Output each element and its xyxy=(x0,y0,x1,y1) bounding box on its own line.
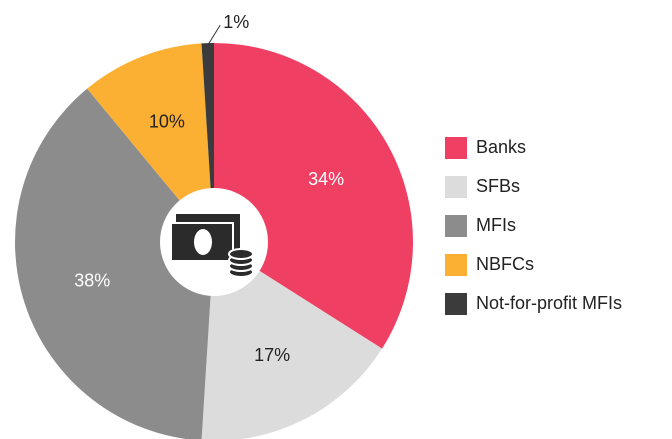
data-label: 38% xyxy=(74,270,110,290)
legend-label: Not-for-profit MFIs xyxy=(476,293,622,313)
slice xyxy=(214,43,413,349)
legend-swatch xyxy=(445,293,467,315)
legend-swatch xyxy=(445,254,467,276)
legend-swatch xyxy=(445,176,467,198)
legend-label: SFBs xyxy=(476,176,520,196)
legend-swatch xyxy=(445,215,467,237)
leader-line xyxy=(207,24,221,46)
money-icon xyxy=(170,214,254,278)
data-label: 34% xyxy=(308,169,344,189)
data-label: 17% xyxy=(254,345,290,365)
legend-swatch xyxy=(445,137,467,159)
slice xyxy=(15,88,214,439)
legend-label: Banks xyxy=(476,137,526,157)
data-label: 1% xyxy=(223,12,249,32)
slices xyxy=(15,43,413,439)
slice xyxy=(87,43,214,242)
slice xyxy=(201,242,383,439)
legend-label: MFIs xyxy=(476,215,516,235)
legend-label: NBFCs xyxy=(476,254,534,274)
data-label: 10% xyxy=(149,112,185,132)
